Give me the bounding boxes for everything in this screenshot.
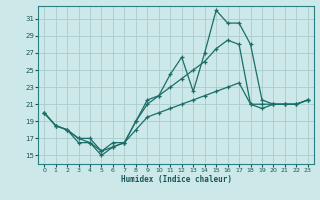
X-axis label: Humidex (Indice chaleur): Humidex (Indice chaleur) <box>121 175 231 184</box>
